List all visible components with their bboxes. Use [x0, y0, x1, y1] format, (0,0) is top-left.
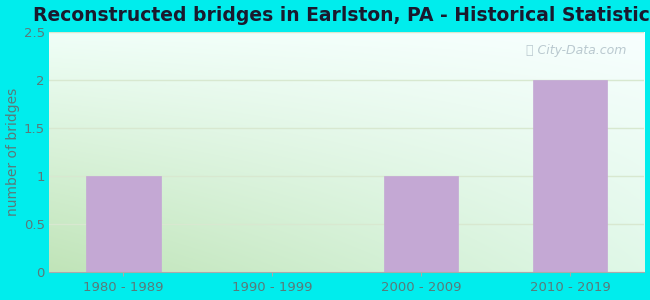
Bar: [384, 176, 458, 272]
Bar: [86, 176, 161, 272]
Bar: [533, 80, 607, 272]
Title: Reconstructed bridges in Earlston, PA - Historical Statistics: Reconstructed bridges in Earlston, PA - …: [32, 6, 650, 25]
Text: ⓘ City-Data.com: ⓘ City-Data.com: [526, 44, 627, 57]
Y-axis label: number of bridges: number of bridges: [6, 88, 20, 216]
